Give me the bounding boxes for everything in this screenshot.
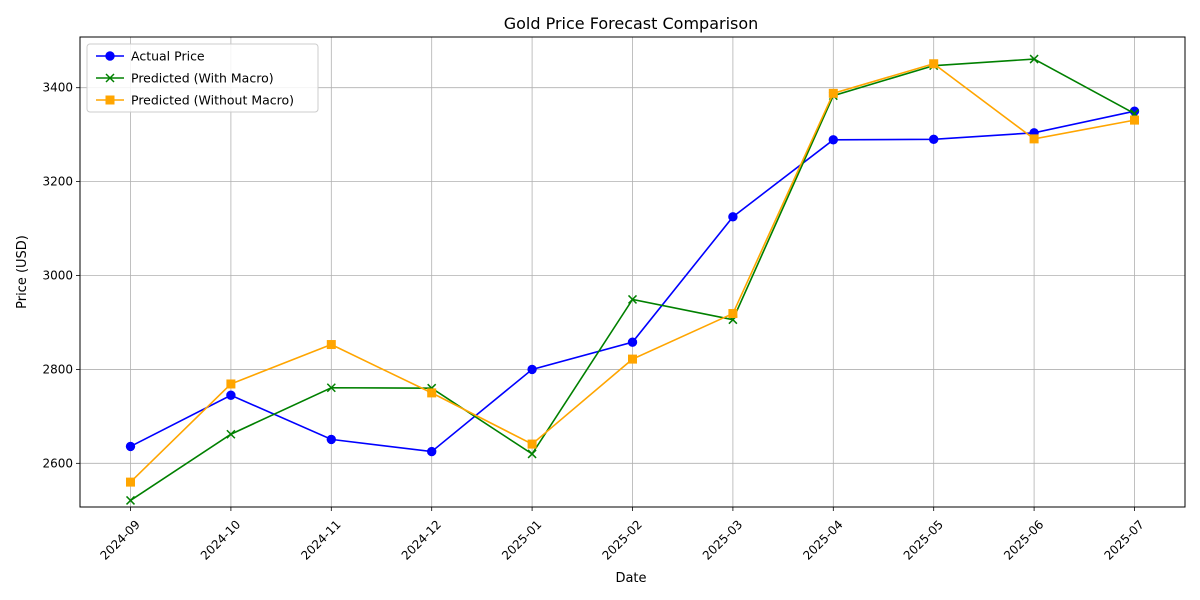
series-layer	[125, 54, 1140, 505]
y-tick-label: 2600	[42, 456, 73, 470]
x-marker-stroke	[627, 294, 638, 304]
data-point	[326, 340, 336, 350]
x-marker-stroke	[1029, 54, 1039, 64]
data-point	[627, 294, 638, 304]
y-tick-label: 3000	[42, 269, 73, 283]
legend-item: Predicted (With Macro)	[96, 71, 274, 86]
x-marker-stroke	[226, 429, 236, 439]
data-point	[226, 379, 236, 389]
data-point	[929, 59, 939, 69]
legend-label: Predicted (With Macro)	[131, 71, 274, 86]
data-point	[427, 446, 437, 457]
series-1	[125, 106, 1140, 457]
legend-item: Predicted (Without Macro)	[96, 93, 294, 108]
x-marker-stroke	[326, 383, 336, 393]
legend-item: Actual Price	[96, 49, 205, 64]
data-point	[1130, 115, 1139, 125]
legend-marker	[105, 95, 115, 105]
legend-label: Actual Price	[131, 49, 205, 64]
data-point	[728, 212, 738, 222]
series-3	[126, 59, 1139, 487]
data-point	[828, 88, 838, 98]
data-point	[527, 364, 537, 375]
data-point	[929, 134, 939, 145]
data-point	[326, 434, 336, 445]
data-point	[628, 354, 637, 364]
data-point	[125, 441, 136, 452]
data-point	[226, 429, 236, 439]
data-point	[1029, 54, 1039, 64]
y-tick-label: 2800	[42, 362, 73, 376]
data-point	[828, 135, 838, 145]
data-point	[326, 383, 336, 393]
data-point	[1029, 134, 1039, 144]
data-point	[125, 495, 136, 505]
data-point	[527, 449, 537, 459]
chart-title: Gold Price Forecast Comparison	[504, 14, 759, 33]
legend-marker	[105, 51, 115, 61]
y-axis-label: Price (USD)	[15, 235, 30, 309]
y-tick-label: 3200	[42, 175, 73, 189]
x-marker-stroke	[105, 73, 115, 83]
data-point	[527, 439, 537, 449]
x-marker-stroke	[527, 449, 537, 459]
legend-marker	[105, 73, 115, 83]
data-point	[728, 309, 738, 319]
legend-box	[86, 43, 319, 113]
legend-label: Predicted (Without Macro)	[131, 93, 294, 108]
data-point	[226, 390, 236, 400]
x-axis-label: Date	[615, 571, 646, 586]
x-marker-stroke	[125, 495, 136, 505]
data-point	[627, 337, 638, 347]
y-tick-label: 3400	[42, 81, 73, 95]
legend: Actual Price Predicted (With Macro) Predic…	[86, 43, 319, 113]
data-point	[427, 388, 437, 398]
data-point	[126, 477, 135, 487]
